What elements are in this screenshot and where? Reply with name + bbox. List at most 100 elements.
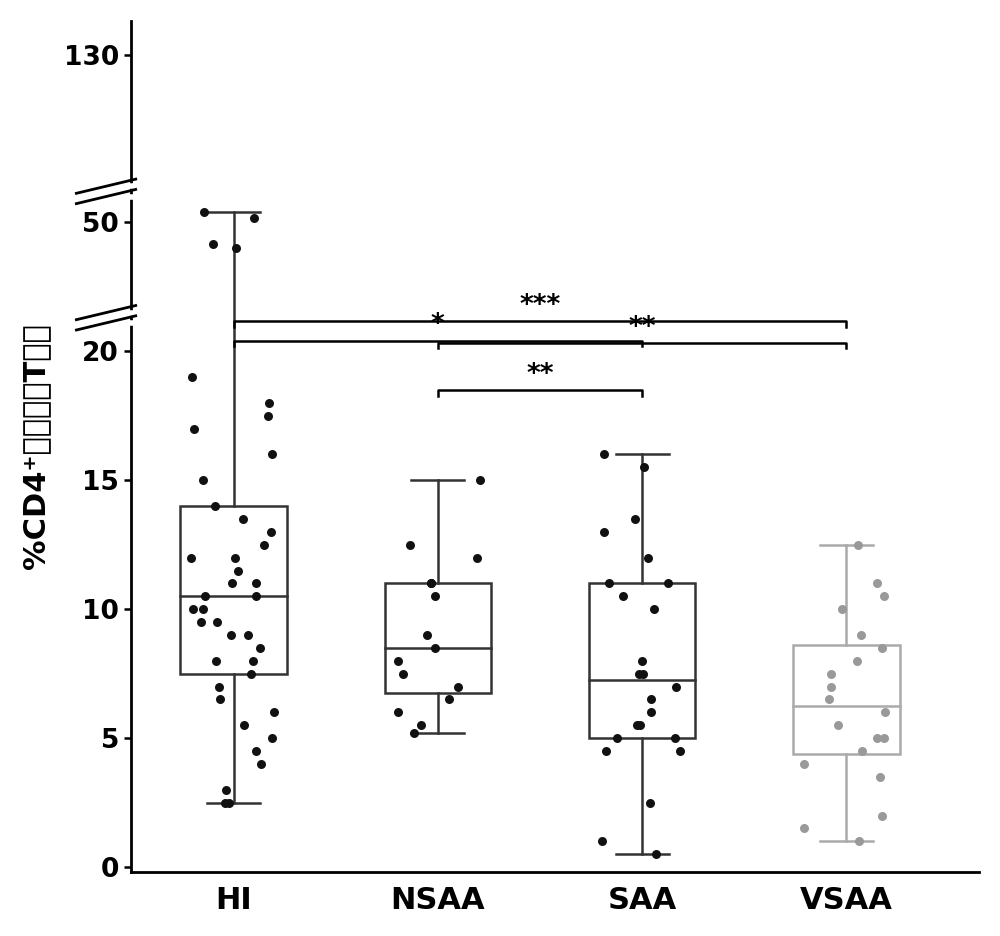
Point — [660, 576, 676, 591]
Point — [252, 640, 268, 655]
Point — [208, 653, 224, 668]
Point — [601, 576, 617, 591]
Point — [196, 204, 212, 219]
Point — [205, 236, 221, 251]
Bar — [385, 583, 491, 693]
Point — [823, 666, 839, 681]
Point — [876, 589, 892, 604]
Point — [874, 640, 890, 655]
Point — [423, 576, 439, 591]
Point — [256, 537, 272, 552]
Point — [264, 447, 280, 462]
Point — [643, 705, 659, 720]
Point — [248, 589, 264, 604]
Point — [874, 808, 890, 823]
Point — [667, 731, 683, 746]
Point — [796, 756, 812, 771]
Point — [218, 782, 234, 797]
Point — [869, 576, 885, 591]
Point — [648, 847, 664, 862]
Point — [631, 666, 647, 681]
Point — [850, 537, 866, 552]
Point — [227, 550, 243, 565]
Point — [636, 460, 652, 475]
Point — [642, 796, 658, 811]
Point — [211, 680, 227, 695]
Point — [643, 692, 659, 707]
Point — [209, 615, 225, 630]
Point — [672, 743, 688, 758]
Point — [228, 241, 244, 256]
Point — [195, 473, 211, 488]
Point — [615, 589, 631, 604]
Point — [598, 743, 614, 758]
Point — [243, 666, 259, 681]
Point — [469, 550, 485, 565]
Text: ***: *** — [519, 293, 561, 319]
Point — [260, 408, 276, 423]
Point — [266, 705, 282, 720]
Point — [395, 666, 411, 681]
Point — [854, 743, 870, 758]
Point — [472, 473, 488, 488]
Point — [427, 640, 443, 655]
Point — [248, 743, 264, 758]
Point — [596, 447, 612, 462]
Point — [634, 653, 650, 668]
Point — [263, 524, 279, 539]
Point — [640, 550, 656, 565]
Point — [183, 550, 199, 565]
Point — [596, 524, 612, 539]
Point — [635, 666, 651, 681]
Bar — [180, 506, 287, 674]
Point — [217, 796, 233, 811]
Text: **: ** — [628, 314, 656, 341]
Bar — [589, 583, 695, 739]
Point — [419, 627, 435, 642]
Point — [240, 627, 256, 642]
Bar — [793, 645, 900, 754]
Point — [235, 511, 251, 526]
Point — [245, 653, 261, 668]
Point — [390, 653, 406, 668]
Point — [402, 537, 418, 552]
Point — [877, 705, 893, 720]
Point — [796, 821, 812, 836]
Point — [212, 692, 228, 707]
Point — [195, 602, 211, 617]
Point — [253, 756, 269, 771]
Point — [834, 602, 850, 617]
Point — [668, 680, 684, 695]
Point — [246, 211, 262, 226]
Point — [427, 589, 443, 604]
Point — [193, 615, 209, 630]
Point — [851, 834, 867, 849]
Point — [236, 718, 252, 733]
Point — [261, 395, 277, 410]
Point — [207, 499, 223, 514]
Point — [264, 731, 280, 746]
Point — [853, 627, 869, 642]
Point — [876, 731, 892, 746]
Point — [646, 602, 662, 617]
Point — [230, 563, 246, 578]
Point — [413, 718, 429, 733]
Point — [390, 705, 406, 720]
Point — [197, 589, 213, 604]
Point — [184, 370, 200, 385]
Point — [423, 576, 439, 591]
Point — [186, 421, 202, 436]
Point — [441, 692, 457, 707]
Point — [869, 731, 885, 746]
Point — [609, 731, 625, 746]
Point — [872, 769, 888, 784]
Point — [629, 718, 645, 733]
Point — [224, 576, 240, 591]
Point — [627, 511, 643, 526]
Point — [185, 602, 201, 617]
Y-axis label: %CD4⁺晚期效应T细胞: %CD4⁺晚期效应T细胞 — [21, 324, 50, 569]
Point — [248, 576, 264, 591]
Point — [450, 680, 466, 695]
Text: **: ** — [526, 362, 554, 388]
Point — [632, 718, 648, 733]
